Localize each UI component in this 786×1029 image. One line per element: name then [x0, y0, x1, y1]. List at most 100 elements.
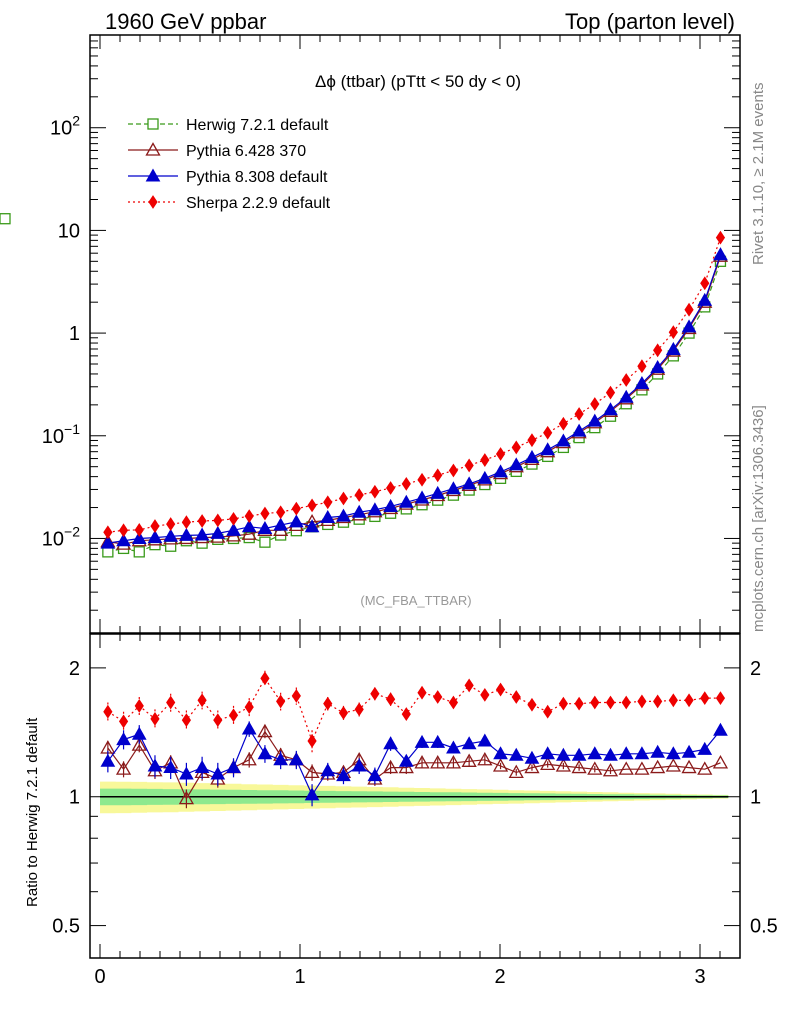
ratio-y-tick-label: 2: [69, 658, 80, 680]
main-data-point: [401, 476, 411, 491]
ratio-data-point: [464, 678, 474, 693]
ratio-data-point: [210, 766, 226, 780]
main-data-point: [398, 494, 414, 508]
ratio-data-point: [621, 695, 631, 710]
main-data-point: [433, 468, 443, 483]
ratio-data-point: [241, 721, 257, 735]
ratio-data-point: [336, 768, 351, 782]
main-data-point: [244, 509, 254, 524]
ratio-data-point: [665, 758, 681, 772]
main-data-point: [511, 440, 521, 455]
ratio-data-point: [430, 734, 446, 748]
legend-marker: [148, 195, 158, 209]
ratio-data-point: [291, 689, 301, 703]
main-panel-series: [0, 213, 729, 558]
main-data-point: [618, 389, 634, 403]
main-panel-frame: [89, 34, 741, 634]
ratio-data-point: [401, 707, 411, 721]
analysis-watermark: (MC_FBA_TTBAR): [360, 593, 471, 608]
main-data-point: [383, 498, 398, 512]
ratio-data-point: [461, 753, 477, 767]
main-data-point: [118, 523, 129, 538]
main-data-point: [150, 519, 160, 533]
main-data-point: [571, 423, 587, 437]
ratio-data-point: [228, 708, 239, 723]
ratio-data-point: [398, 753, 414, 767]
main-data-point: [477, 470, 493, 484]
main-data-point: [574, 407, 584, 421]
ratio-data-point: [508, 747, 524, 761]
ratio-data-point: [430, 755, 446, 769]
ratio-data-point: [590, 695, 600, 710]
ratio-data-point: [634, 761, 650, 775]
ratio-data-point: [571, 747, 587, 761]
ratio-data-point: [417, 685, 427, 700]
ratio-data-point: [653, 694, 663, 709]
ratio-data-point: [307, 734, 317, 748]
legend-entry: Sherpa 2.2.9 default: [128, 195, 331, 212]
ratio-data-point: [492, 758, 509, 772]
legend-entry: Pythia 6.428 370: [128, 142, 306, 160]
main-data-point: [446, 481, 461, 495]
ratio-y-tick-label: 2: [750, 658, 761, 680]
ratio-data-point: [150, 712, 160, 726]
ratio-data-point: [668, 693, 678, 708]
main-data-point: [480, 453, 490, 467]
ratio-ylabel: Ratio to Herwig 7.2.1 default: [24, 717, 41, 907]
main-data-point: [527, 433, 537, 448]
main-data-point: [715, 230, 726, 245]
ratio-data-point: [213, 713, 223, 728]
main-data-point: [323, 495, 333, 510]
main-data-point: [493, 464, 508, 478]
ratio-data-point: [445, 755, 462, 769]
main-data-point: [100, 535, 116, 549]
ratio-series-1: [100, 721, 728, 807]
ratio-data-point: [383, 736, 398, 750]
main-data-point: [288, 514, 304, 528]
ratio-data-point: [524, 750, 540, 764]
ratio-data-point: [100, 753, 116, 767]
ratio-data-point: [131, 737, 147, 751]
ratio-data-point: [650, 759, 666, 774]
main-series-line: [107, 256, 722, 545]
main-data-point: [684, 302, 694, 317]
main-data-point: [226, 522, 241, 536]
ratio-data-point: [433, 690, 443, 704]
ratio-y-tick-label: 1: [750, 787, 761, 809]
ratio-data-point: [163, 760, 179, 774]
ratio-data-point: [179, 766, 194, 780]
ratio-data-point: [650, 744, 665, 758]
main-data-point: [543, 425, 553, 440]
ratio-data-point: [543, 704, 553, 719]
main-data-point: [430, 485, 446, 499]
ratio-data-point: [414, 755, 430, 769]
main-data-point: [637, 359, 647, 374]
ratio-data-point: [257, 723, 273, 738]
legend-label: Sherpa 2.2.9 default: [186, 195, 331, 212]
ratio-data-point: [446, 740, 461, 754]
ratio-data-point: [194, 760, 210, 774]
main-data-point: [291, 501, 301, 516]
legend-marker: [145, 168, 161, 182]
ratio-data-point: [382, 759, 399, 774]
main-data-point: [668, 325, 678, 340]
main-data-point: [131, 530, 147, 544]
main-data-point: [228, 512, 239, 526]
main-data-point: [307, 498, 317, 513]
main-data-point: [304, 519, 320, 533]
main-data-point: [697, 292, 713, 306]
main-series-3: [103, 230, 726, 540]
main-y-tick-label: 10: [58, 220, 80, 242]
ratio-data-point: [370, 686, 380, 701]
main-data-point: [260, 506, 270, 521]
ratio-series-2: [103, 670, 726, 753]
ratio-data-point: [134, 699, 144, 713]
ratio-data-point: [448, 695, 459, 710]
ratio-data-point: [226, 760, 241, 774]
ratio-data-point: [351, 758, 367, 772]
ratio-data-point: [304, 787, 320, 801]
ratio-data-point: [338, 705, 349, 720]
ratio-data-point: [118, 714, 129, 729]
ratio-data-point: [131, 726, 147, 740]
main-data-point: [241, 519, 257, 533]
